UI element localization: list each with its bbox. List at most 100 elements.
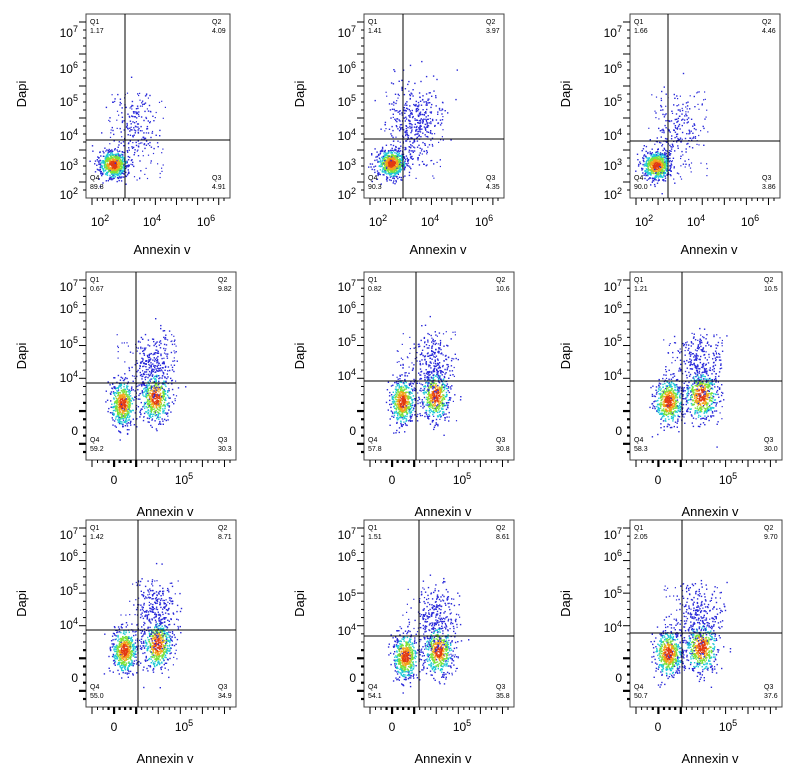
quadrant-q4-value: 90.0 (634, 184, 648, 191)
quadrant-q1-value: 0.67 (90, 286, 104, 293)
quadrant-q2-value: 9.82 (218, 286, 232, 293)
x-axis-title: Annexin v (414, 751, 472, 766)
y-tick-label: 104 (60, 127, 78, 143)
x-tick-label: 105 (719, 471, 737, 487)
y-tick-label: 105 (604, 93, 622, 109)
y-tick-label: 0 (349, 671, 356, 685)
plot-frame (85, 271, 237, 461)
quadrant-q3-value: 3.86 (762, 184, 776, 191)
quadrant-q1-value: 1.21 (634, 286, 648, 293)
chart-panel-2: Q1 1.41 Q2 3.97 Q3 4.35 Q4 90.3 102 103 104 105 106 1… (292, 13, 505, 257)
y-tick-label: 105 (338, 588, 356, 604)
axis-ticks (79, 279, 231, 467)
x-axis-title: Annexin v (681, 751, 739, 766)
quadrant-q3-value: 4.35 (486, 184, 500, 191)
chart-panel-6: Q1 1.21 Q2 10.5 Q3 30.0 Q4 58.3 0 104 105 106 107 0 10… (558, 271, 783, 519)
axis-ticks (357, 21, 499, 205)
axis-ticks (623, 21, 775, 205)
plot-frame (363, 271, 515, 461)
quadrant-q3-name: Q3 (486, 175, 495, 182)
quadrant-q3-value: 30.3 (218, 446, 232, 453)
x-tick-label: 105 (175, 718, 193, 734)
y-axis-title: Dapi (14, 81, 29, 108)
quadrant-q1-value: 1.17 (90, 28, 104, 35)
quadrant-q4-value: 90.3 (368, 184, 382, 191)
y-tick-label: 107 (60, 278, 78, 294)
chart-panel-1: Q1 1.17 Q2 4.09 Q3 4.91 Q4 89.8 102 103 104 105 106 1… (14, 13, 231, 257)
y-tick-label: 104 (604, 367, 622, 383)
event-dots (89, 76, 166, 188)
quadrant-q3-value: 34.9 (218, 693, 232, 700)
x-axis-title: Annexin v (136, 504, 194, 519)
quadrant-q4-name: Q4 (90, 684, 99, 691)
chart-panel-8: Q1 1.51 Q2 8.61 Q3 35.8 Q4 54.1 0 104 105 106 107 0 10… (292, 519, 515, 766)
x-tick-label: 104 (687, 213, 705, 229)
quadrant-q3-name: Q3 (496, 684, 505, 691)
quadrant-q2-name: Q2 (496, 525, 505, 532)
quadrant-q3-value: 30.0 (764, 446, 778, 453)
x-tick-label: 106 (475, 213, 493, 229)
y-tick-label: 106 (338, 548, 356, 564)
quadrant-q4-name: Q4 (368, 684, 377, 691)
quadrant-q3-name: Q3 (218, 437, 227, 444)
quadrant-q1-value: 0.82 (368, 286, 382, 293)
y-tick-label: 102 (60, 186, 78, 202)
quadrant-q1-name: Q1 (634, 277, 643, 284)
quadrant-q4-value: 57.8 (368, 446, 382, 453)
event-dots (635, 72, 709, 195)
quadrant-q2-name: Q2 (764, 277, 773, 284)
quadrant-q2-name: Q2 (764, 525, 773, 532)
y-tick-label: 104 (60, 369, 78, 385)
quadrant-q2-value: 4.46 (762, 28, 776, 35)
quadrant-q4-value: 58.3 (634, 446, 648, 453)
y-tick-label: 107 (338, 278, 356, 294)
quadrant-q3-name: Q3 (762, 175, 771, 182)
chart-panel-7: Q1 1.42 Q2 8.71 Q3 34.9 Q4 55.0 0 104 105 106 107 0 10… (14, 519, 237, 766)
quadrant-q4-name: Q4 (368, 437, 377, 444)
quadrant-q1-name: Q1 (90, 19, 99, 26)
quadrant-q1-name: Q1 (368, 277, 377, 284)
event-dots (387, 574, 470, 694)
x-tick-label: 102 (91, 213, 109, 229)
axis-ticks (357, 527, 509, 714)
x-tick-label: 105 (719, 718, 737, 734)
quadrant-q3-name: Q3 (218, 684, 227, 691)
x-axis-title: Annexin v (680, 242, 738, 257)
quadrant-q2-name: Q2 (762, 19, 771, 26)
y-tick-label: 105 (338, 333, 356, 349)
y-tick-label: 107 (604, 526, 622, 542)
quadrant-q1-name: Q1 (368, 525, 377, 532)
y-tick-label: 106 (60, 60, 78, 76)
x-tick-label: 0 (655, 473, 662, 487)
quadrant-q1-value: 1.41 (368, 28, 382, 35)
y-tick-label: 107 (604, 278, 622, 294)
y-tick-label: 0 (615, 671, 622, 685)
y-tick-label: 103 (338, 157, 356, 173)
quadrant-q4-name: Q4 (634, 175, 643, 182)
axis-ticks (357, 279, 509, 467)
x-tick-label: 105 (175, 471, 193, 487)
y-tick-label: 107 (338, 526, 356, 542)
y-axis-title: Dapi (292, 81, 307, 108)
quadrant-q3-name: Q3 (496, 437, 505, 444)
x-axis-title: Annexin v (136, 751, 194, 766)
quadrant-q3-name: Q3 (764, 684, 773, 691)
quadrant-q4-value: 50.7 (634, 693, 648, 700)
y-tick-label: 104 (338, 127, 356, 143)
quadrant-q1-name: Q1 (634, 525, 643, 532)
quadrant-q2-value: 9.70 (764, 534, 778, 541)
event-dots (385, 315, 462, 436)
quadrant-q4-value: 89.8 (90, 184, 104, 191)
x-tick-label: 0 (389, 473, 396, 487)
x-tick-label: 104 (143, 213, 161, 229)
axis-ticks (79, 527, 231, 714)
quadrant-q2-name: Q2 (496, 277, 505, 284)
quadrant-q1-value: 1.51 (368, 534, 382, 541)
y-tick-label: 106 (604, 60, 622, 76)
y-tick-label: 104 (604, 127, 622, 143)
x-tick-label: 105 (453, 471, 471, 487)
x-tick-label: 0 (655, 720, 662, 734)
y-tick-label: 0 (615, 424, 622, 438)
quadrant-q1-name: Q1 (90, 277, 99, 284)
